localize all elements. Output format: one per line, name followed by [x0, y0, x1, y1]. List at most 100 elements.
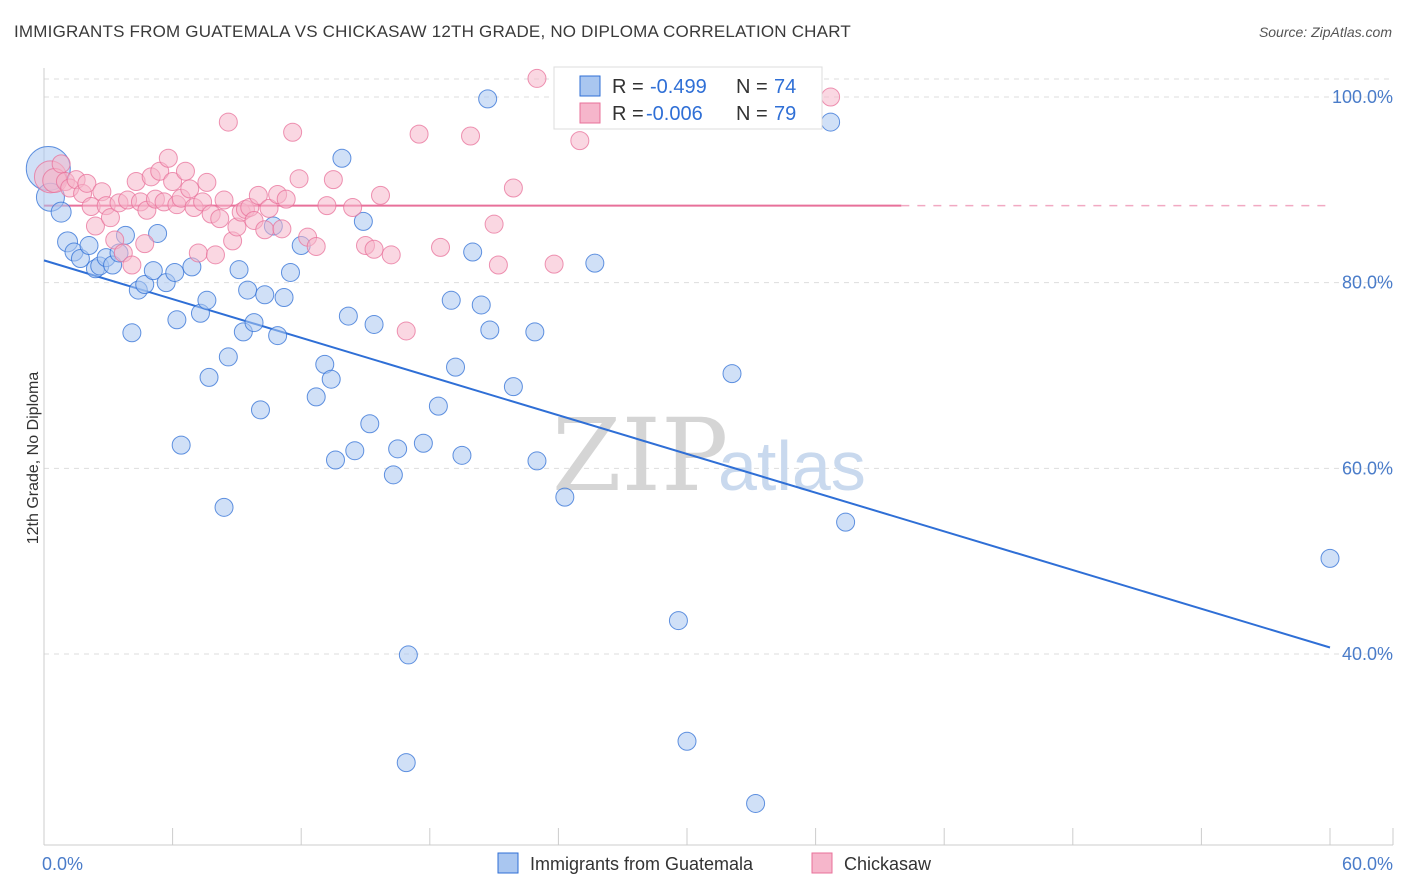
- stats-n-value-pink: 79: [774, 103, 796, 125]
- point-chickasaw-17: [122, 255, 142, 275]
- point-chickasaw-59: [343, 197, 363, 217]
- point-chickasaw-7: [77, 173, 97, 193]
- point-guatemala-66: [585, 253, 605, 273]
- point-chickasaw-71: [527, 68, 547, 88]
- point-chickasaw-65: [409, 124, 429, 144]
- stats-swatch-blue: [579, 75, 601, 97]
- y-tick-label-80: 80.0%: [1342, 273, 1393, 293]
- point-guatemala-65: [555, 487, 575, 507]
- point-guatemala-20: [167, 310, 187, 330]
- point-guatemala-35: [268, 326, 288, 346]
- point-chickasaw-68: [484, 214, 504, 234]
- point-chickasaw-39: [214, 190, 234, 210]
- legend-swatch-guatemala: [497, 852, 519, 874]
- x-tick-label-max: 60.0%: [1342, 854, 1393, 874]
- point-chickasaw-31: [180, 179, 200, 199]
- legend: Immigrants from Guatemala Chickasaw: [497, 852, 932, 874]
- point-guatemala-2: [50, 201, 72, 223]
- stats-r-value-pink: -0.006: [646, 103, 703, 125]
- point-chickasaw-51: [272, 219, 292, 239]
- point-guatemala-28: [229, 260, 249, 280]
- stats-r-label-blue: R =: [612, 76, 644, 98]
- point-chickasaw-74: [821, 87, 841, 107]
- watermark-atlas: atlas: [718, 427, 866, 505]
- point-guatemala-31: [244, 313, 264, 333]
- point-guatemala-45: [345, 441, 365, 461]
- point-chickasaw-38: [210, 209, 230, 229]
- point-chickasaw-56: [306, 236, 326, 256]
- point-guatemala-64: [527, 451, 547, 471]
- point-guatemala-47: [360, 414, 380, 434]
- point-guatemala-67: [668, 611, 688, 631]
- point-chickasaw-49: [259, 198, 279, 218]
- point-guatemala-55: [441, 290, 461, 310]
- point-chickasaw-67: [461, 126, 481, 146]
- point-guatemala-33: [255, 285, 275, 305]
- point-guatemala-56: [446, 357, 466, 377]
- point-guatemala-48: [364, 314, 384, 334]
- point-guatemala-41: [321, 369, 341, 389]
- point-guatemala-62: [503, 377, 523, 397]
- point-guatemala-68: [677, 731, 697, 751]
- legend-label-guatemala: Immigrants from Guatemala: [530, 854, 754, 874]
- point-guatemala-16: [143, 261, 163, 281]
- point-chickasaw-52: [276, 189, 296, 209]
- point-chickasaw-69: [488, 255, 508, 275]
- point-chickasaw-37: [205, 245, 225, 265]
- y-tick-labels: 40.0% 60.0% 80.0% 100.0%: [1332, 87, 1393, 664]
- point-chickasaw-2: [51, 154, 71, 174]
- point-chickasaw-62: [371, 185, 391, 205]
- point-guatemala-72: [836, 512, 856, 532]
- point-guatemala-49: [383, 465, 403, 485]
- point-guatemala-63: [525, 322, 545, 342]
- point-guatemala-39: [306, 387, 326, 407]
- chart-title: IMMIGRANTS FROM GUATEMALA VS CHICKASAW 1…: [14, 22, 851, 41]
- legend-swatch-chickasaw: [811, 852, 833, 874]
- point-chickasaw-40: [218, 112, 238, 132]
- point-guatemala-13: [122, 323, 142, 343]
- point-chickasaw-54: [289, 169, 309, 189]
- data-points: [25, 68, 1340, 813]
- point-guatemala-70: [746, 793, 766, 813]
- point-chickasaw-33: [188, 243, 208, 263]
- point-guatemala-43: [332, 148, 352, 168]
- point-chickasaw-58: [323, 170, 343, 190]
- point-guatemala-73: [1320, 548, 1340, 568]
- point-guatemala-19: [165, 262, 185, 282]
- point-chickasaw-12: [100, 208, 120, 228]
- point-guatemala-44: [338, 306, 358, 326]
- point-chickasaw-66: [431, 237, 451, 257]
- point-chickasaw-35: [197, 172, 217, 192]
- point-guatemala-57: [452, 445, 472, 465]
- point-guatemala-52: [398, 645, 418, 665]
- point-guatemala-53: [413, 433, 433, 453]
- point-guatemala-25: [199, 367, 219, 387]
- point-chickasaw-61: [364, 239, 384, 259]
- point-chickasaw-47: [248, 185, 268, 205]
- point-guatemala-50: [388, 439, 408, 459]
- point-chickasaw-26: [158, 148, 178, 168]
- source-label: Source: ZipAtlas.com: [1258, 24, 1392, 40]
- stats-swatch-pink: [579, 102, 601, 124]
- point-guatemala-37: [280, 262, 300, 282]
- point-guatemala-42: [325, 450, 345, 470]
- point-chickasaw-73: [570, 131, 590, 151]
- point-guatemala-71: [821, 112, 841, 132]
- point-chickasaw-70: [503, 178, 523, 198]
- point-guatemala-32: [250, 400, 270, 420]
- stats-n-value-blue: 74: [774, 76, 796, 98]
- point-chickasaw-57: [317, 196, 337, 216]
- stats-n-label-blue: N =: [736, 76, 768, 98]
- point-chickasaw-9: [85, 216, 105, 236]
- point-guatemala-6: [79, 236, 99, 256]
- gridlines: [44, 78, 1393, 655]
- point-chickasaw-20: [135, 234, 155, 254]
- point-guatemala-60: [478, 89, 498, 109]
- point-chickasaw-53: [283, 122, 303, 142]
- point-guatemala-17: [148, 223, 168, 243]
- point-guatemala-26: [214, 497, 234, 517]
- point-chickasaw-27: [163, 171, 183, 191]
- point-guatemala-54: [428, 396, 448, 416]
- point-guatemala-61: [480, 320, 500, 340]
